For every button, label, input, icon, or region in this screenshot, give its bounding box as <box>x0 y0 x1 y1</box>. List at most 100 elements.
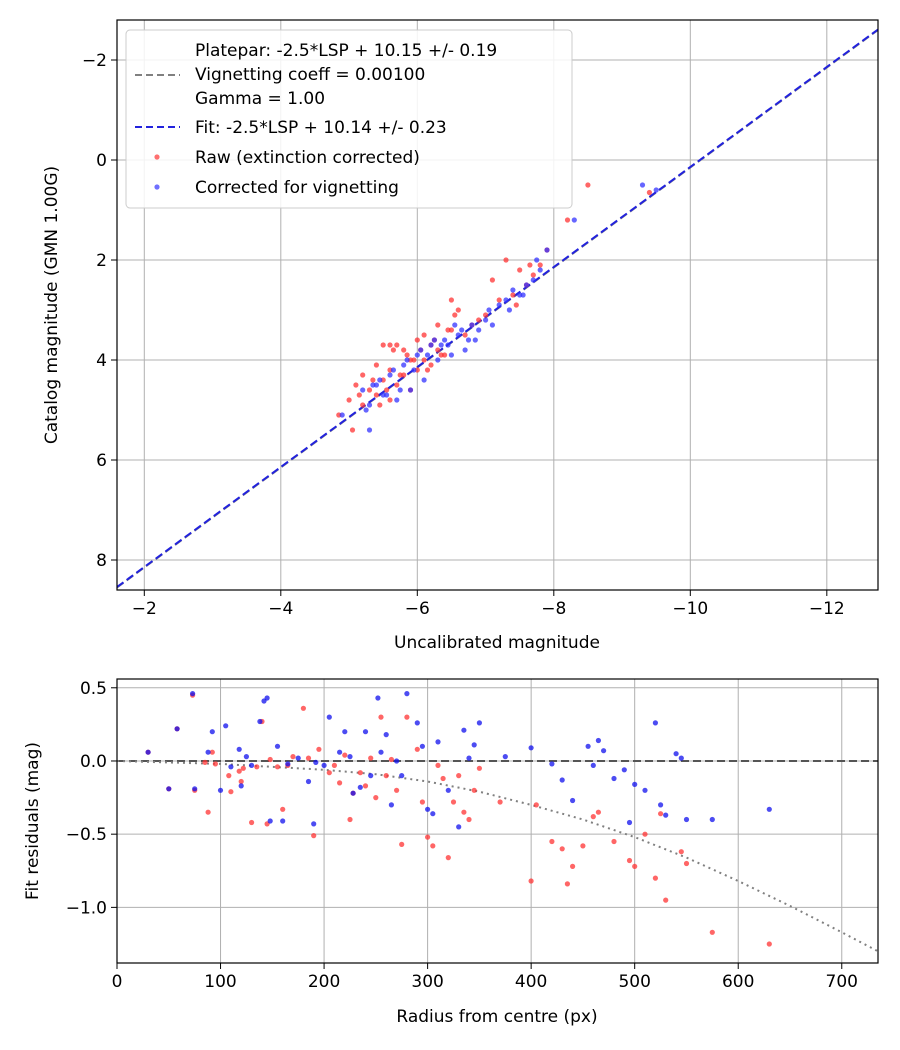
bottom-point-corrected-for-vignetting <box>414 720 420 726</box>
bottom-point-corrected-for-vignetting <box>347 754 353 760</box>
top-point-raw-extinction-corrected <box>394 382 400 388</box>
bottom-point-raw-extinction-corrected <box>399 841 405 848</box>
bottom-point-raw-extinction-corrected <box>205 809 211 815</box>
bottom-point-corrected-for-vignetting <box>626 819 633 826</box>
top-point-raw-extinction-corrected <box>414 337 420 343</box>
bottom-point-corrected-for-vignetting <box>321 762 327 769</box>
top-point-corrected-for-vignetting <box>418 347 424 353</box>
top-point-raw-extinction-corrected <box>411 357 417 363</box>
top-point-corrected-for-vignetting <box>445 342 451 348</box>
residuals-chart: 0 100 200 300 400 500 600 700 0.5 0.0 −0.5 −1.0 Rad… <box>23 678 879 1027</box>
top-plot-frame <box>116 19 879 591</box>
top-point-raw-extinction-corrected <box>476 317 482 323</box>
top-point-corrected-for-vignetting <box>384 392 390 398</box>
bottom-point-raw-extinction-corrected <box>394 787 400 793</box>
bottom-point-corrected-for-vignetting <box>642 787 648 793</box>
top-point-raw-extinction-corrected <box>387 397 393 403</box>
bottom-point-corrected-for-vignetting <box>190 691 196 697</box>
bottom-y-tick-label: 0.5 <box>80 679 107 699</box>
top-point-corrected-for-vignetting <box>523 282 530 288</box>
top-point-corrected-for-vignetting <box>639 182 646 188</box>
bottom-point-corrected-for-vignetting <box>342 729 348 735</box>
legend-corrected-marker <box>154 184 160 190</box>
bottom-point-corrected-for-vignetting <box>388 802 394 808</box>
bottom-point-corrected-for-vignetting <box>145 749 151 755</box>
bottom-point-raw-extinction-corrected <box>435 762 441 769</box>
top-point-raw-extinction-corrected <box>387 342 393 348</box>
bottom-point-raw-extinction-corrected <box>311 833 317 839</box>
bottom-point-raw-extinction-corrected <box>388 756 394 763</box>
bottom-point-corrected-for-vignetting <box>476 720 482 726</box>
bottom-point-corrected-for-vignetting <box>264 695 270 701</box>
bottom-point-raw-extinction-corrected <box>678 849 684 855</box>
top-point-raw-extinction-corrected <box>462 332 468 338</box>
bottom-point-corrected-for-vignetting <box>285 761 291 767</box>
top-point-corrected-for-vignetting <box>366 427 373 433</box>
bottom-point-raw-extinction-corrected <box>626 857 633 864</box>
top-point-corrected-for-vignetting <box>534 257 540 263</box>
bottom-point-corrected-for-vignetting <box>205 749 211 755</box>
top-point-raw-extinction-corrected <box>349 427 356 433</box>
top-point-corrected-for-vignetting <box>401 362 407 368</box>
bottom-point-corrected-for-vignetting <box>295 755 301 761</box>
bottom-point-corrected-for-vignetting <box>663 812 669 818</box>
top-point-raw-extinction-corrected <box>401 347 407 353</box>
top-y-tick-label: −2 <box>82 51 107 71</box>
top-point-corrected-for-vignetting <box>459 327 465 333</box>
top-point-raw-extinction-corrected <box>346 397 352 403</box>
top-point-corrected-for-vignetting <box>397 387 403 393</box>
bottom-point-raw-extinction-corrected <box>425 834 431 840</box>
bottom-point-raw-extinction-corrected <box>461 809 467 815</box>
top-point-corrected-for-vignetting <box>394 397 400 403</box>
bottom-point-corrected-for-vignetting <box>611 775 617 782</box>
top-point-raw-extinction-corrected <box>489 277 495 283</box>
legend-raw-label: Raw (extinction corrected) <box>195 148 420 168</box>
bottom-point-raw-extinction-corrected <box>202 759 208 766</box>
bottom-point-raw-extinction-corrected <box>476 765 482 771</box>
top-point-corrected-for-vignetting <box>411 367 417 373</box>
bottom-point-corrected-for-vignetting <box>326 714 332 720</box>
bottom-point-raw-extinction-corrected <box>450 799 457 805</box>
top-point-corrected-for-vignetting <box>530 277 536 283</box>
top-series-group <box>117 28 878 589</box>
bottom-point-raw-extinction-corrected <box>528 878 534 884</box>
top-point-raw-extinction-corrected <box>360 372 366 378</box>
bottom-point-corrected-for-vignetting <box>456 824 462 830</box>
top-point-raw-extinction-corrected <box>390 347 396 353</box>
top-point-corrected-for-vignetting <box>455 332 461 338</box>
top-point-raw-extinction-corrected <box>435 347 441 353</box>
bottom-point-raw-extinction-corrected <box>274 764 281 770</box>
top-data-layer <box>117 28 878 589</box>
top-point-corrected-for-vignetting <box>360 387 366 393</box>
bottom-point-raw-extinction-corrected <box>331 762 337 769</box>
bottom-point-corrected-for-vignetting <box>461 727 467 733</box>
bottom-point-corrected-for-vignetting <box>404 691 410 697</box>
bottom-point-corrected-for-vignetting <box>394 758 400 764</box>
top-point-raw-extinction-corrected <box>438 352 444 358</box>
top-point-corrected-for-vignetting <box>489 322 495 328</box>
bottom-point-raw-extinction-corrected <box>347 816 353 823</box>
top-point-raw-extinction-corrected <box>435 322 441 328</box>
bottom-point-corrected-for-vignetting <box>621 767 627 773</box>
bottom-point-corrected-for-vignetting <box>368 773 374 779</box>
top-y-tick-label: 8 <box>96 551 107 571</box>
top-point-raw-extinction-corrected <box>404 352 410 358</box>
top-point-corrected-for-vignetting <box>431 337 437 343</box>
top-point-corrected-for-vignetting <box>442 337 448 343</box>
top-point-raw-extinction-corrected <box>421 357 427 363</box>
top-y-tick-label: 6 <box>96 451 107 471</box>
bottom-point-raw-extinction-corrected <box>580 843 586 849</box>
bottom-y-axis-label: Fit residuals (mag) <box>23 742 43 900</box>
bottom-point-raw-extinction-corrected <box>590 814 596 820</box>
bottom-point-raw-extinction-corrected <box>466 816 472 823</box>
top-point-corrected-for-vignetting <box>407 387 414 393</box>
bottom-point-corrected-for-vignetting <box>274 743 281 749</box>
top-point-raw-extinction-corrected <box>527 262 533 268</box>
top-point-corrected-for-vignetting <box>496 302 502 308</box>
top-point-corrected-for-vignetting <box>414 352 420 358</box>
bottom-point-corrected-for-vignetting <box>257 718 263 725</box>
legend-raw-marker <box>154 154 160 160</box>
top-point-raw-extinction-corrected <box>377 402 383 408</box>
bottom-axis-ticks: 0 100 200 300 400 500 600 700 0.5 0.0 −0.5 −1.0 <box>66 679 858 992</box>
bottom-point-corrected-for-vignetting <box>652 720 659 726</box>
